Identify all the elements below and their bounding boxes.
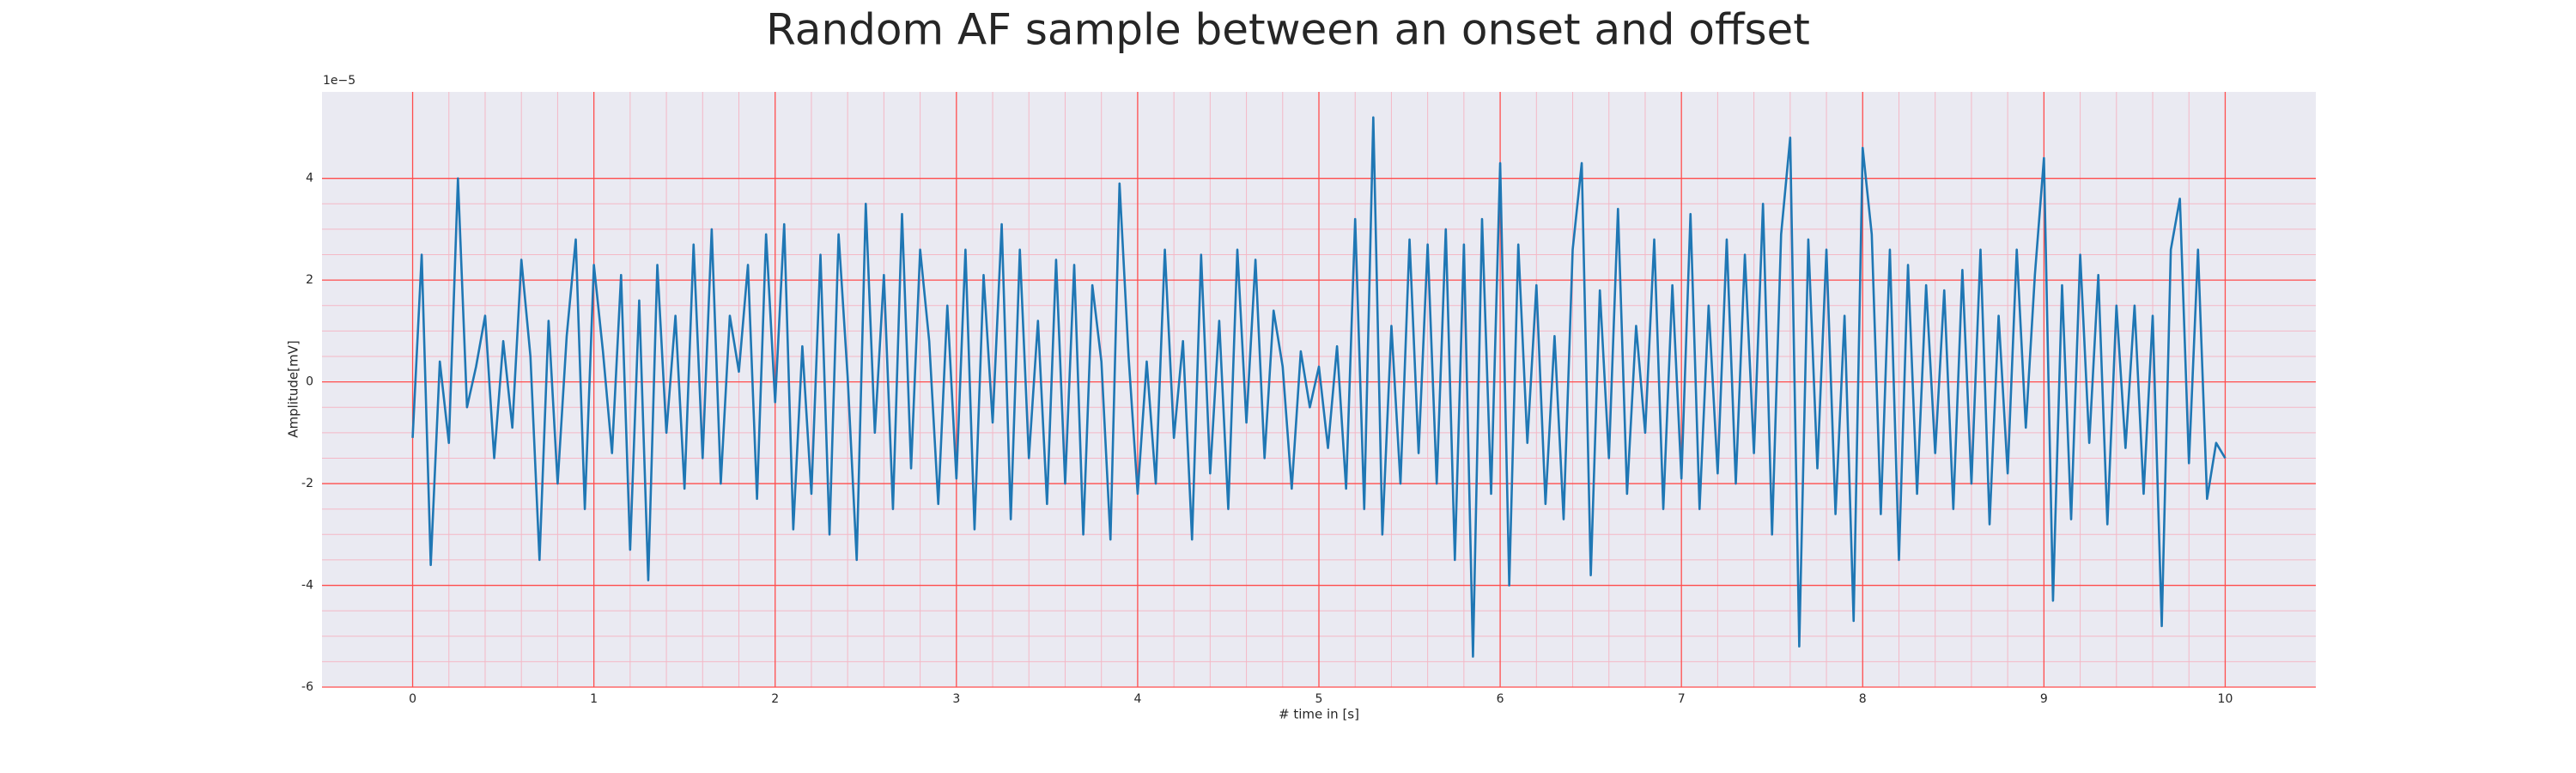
- data-line: [411, 116, 2227, 658]
- y-tick-label: 0: [306, 375, 313, 389]
- y-tick-label: -2: [301, 477, 313, 490]
- x-tick-label: 7: [1678, 692, 1686, 706]
- y-tick-label: -6: [301, 680, 313, 694]
- x-tick-label: 2: [771, 692, 779, 706]
- x-tick-label: 1: [590, 692, 598, 706]
- y-tick-label: -4: [301, 579, 313, 593]
- x-tick-label: 10: [2218, 692, 2233, 706]
- x-tick-label: 8: [1859, 692, 1867, 706]
- chart-title: Random AF sample between an onset and of…: [766, 5, 1810, 55]
- x-tick-label: 9: [2040, 692, 2048, 706]
- offset-text: 1e−5: [323, 74, 355, 88]
- y-axis-label: Amplitude[mV]: [286, 340, 301, 437]
- y-tick-label: 2: [306, 273, 313, 287]
- x-tick-label: 0: [409, 692, 416, 706]
- y-tick-label: 4: [306, 172, 313, 186]
- x-axis-label: # time in [s]: [1279, 707, 1359, 722]
- x-tick-label: 4: [1133, 692, 1141, 706]
- x-tick-label: 3: [952, 692, 960, 706]
- x-tick-label: 5: [1315, 692, 1323, 706]
- x-tick-label: 6: [1497, 692, 1504, 706]
